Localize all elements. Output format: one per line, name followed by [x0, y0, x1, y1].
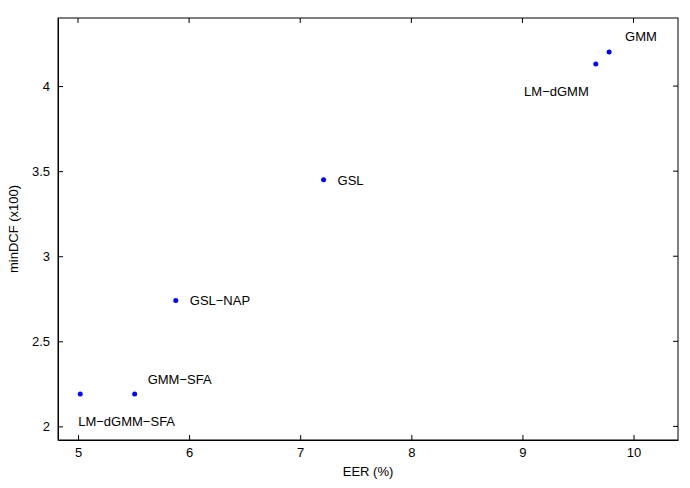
x-tick-mark-top: [189, 18, 190, 23]
y-tick: 2: [43, 419, 63, 434]
y-axis: 2 2.5 3 3.5 4: [32, 19, 63, 441]
y-tick-mark: [58, 426, 63, 427]
x-tick: 9: [519, 435, 526, 460]
y-tick: 3.5: [32, 164, 63, 179]
y-tick-label: 3: [43, 249, 50, 264]
x-tick-mark-top: [300, 18, 301, 23]
point-label: GMM: [625, 29, 657, 44]
x-tick-label: 7: [297, 445, 304, 460]
point: [173, 298, 178, 303]
x-tick: 8: [408, 435, 415, 460]
point: [132, 392, 137, 397]
plot-frame: [58, 18, 678, 440]
y-tick-mark-right: [673, 341, 678, 342]
y-axis-line: [58, 19, 59, 441]
y-tick-mark: [58, 171, 63, 172]
chart: 5 6 7 8 9 10 2 2.5 3 3.5 4 EER (%) minDCF (x100) GMM L…: [0, 0, 690, 488]
x-tick-mark-top: [522, 18, 523, 23]
y-tick: 2.5: [32, 334, 63, 349]
point: [78, 392, 83, 397]
x-tick-mark: [522, 435, 523, 440]
plot: 5 6 7 8 9 10 2 2.5 3 3.5 4 EER (%) minDCF (x100) GMM L…: [6, 18, 679, 479]
point: [607, 50, 612, 55]
point-label: LM−dGMM−SFA: [78, 414, 175, 429]
y-tick-mark: [58, 256, 63, 257]
y-tick-mark-right: [673, 256, 678, 257]
x-tick-mark: [411, 435, 412, 440]
x-tick-mark: [300, 435, 301, 440]
x-tick-mark-top: [78, 18, 79, 23]
y-tick-mark: [58, 341, 63, 342]
y-tick-label: 3.5: [32, 164, 50, 179]
x-tick-mark: [78, 435, 79, 440]
x-tick: 10: [627, 435, 641, 460]
x-tick-mark: [189, 435, 190, 440]
x-tick: 7: [297, 435, 304, 460]
point-label: GSL−NAP: [190, 293, 250, 308]
x-axis-title: EER (%): [343, 464, 394, 479]
y-tick-label: 2.5: [32, 334, 50, 349]
point: [593, 61, 598, 66]
point-labels: GMM LM−dGMM GSL GSL−NAP GMM−SFA LM−dGMM−SFA: [78, 29, 657, 429]
x-tick-label: 5: [75, 445, 82, 460]
y-tick-label: 2: [43, 419, 50, 434]
y-tick-label: 4: [43, 79, 50, 94]
x-tick-label: 9: [519, 445, 526, 460]
x-tick-label: 10: [627, 445, 641, 460]
point-label: LM−dGMM: [524, 84, 589, 99]
point-label: GMM−SFA: [148, 372, 212, 387]
point: [321, 177, 326, 182]
x-tick: 5: [75, 435, 82, 460]
y-tick: 3: [43, 249, 63, 264]
y-tick-mark-right: [673, 86, 678, 87]
y-axis-title: minDCF (x100): [6, 185, 21, 273]
x-tick: 6: [186, 435, 193, 460]
x-tick-label: 8: [408, 445, 415, 460]
y-tick-mark-right: [673, 171, 678, 172]
x-tick-mark-top: [411, 18, 412, 23]
x-tick-mark-top: [633, 18, 634, 23]
y-tick: 4: [43, 79, 63, 94]
x-tick-label: 6: [186, 445, 193, 460]
y-tick-mark: [58, 86, 63, 87]
x-axis-line: [59, 440, 679, 441]
points: [78, 50, 612, 397]
x-axis: 5 6 7 8 9 10: [59, 435, 679, 460]
x-tick-mark: [634, 435, 635, 440]
y-tick-mark-right: [673, 426, 678, 427]
point-label: GSL: [338, 173, 364, 188]
